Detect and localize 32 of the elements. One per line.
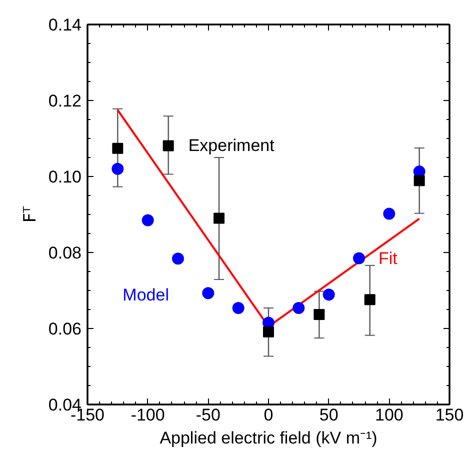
x-tick-label: 150: [435, 406, 464, 424]
series-label: Fit: [378, 249, 398, 268]
x-tick-label: 50: [319, 406, 338, 424]
y-tick-label: 0.14: [48, 16, 82, 34]
point: [383, 208, 396, 220]
point: [142, 214, 154, 226]
point: [414, 175, 425, 186]
x-tick-label: 100: [374, 406, 404, 424]
point: [232, 302, 244, 314]
y-axis-title: Fᵀ: [20, 206, 40, 223]
y-tick-label: 0.12: [48, 92, 82, 110]
x-tick-label: -100: [130, 406, 165, 424]
y-tick-label: 0.08: [48, 244, 82, 262]
y-tick-label: 0.06: [48, 320, 82, 338]
point: [322, 288, 335, 301]
point: [364, 294, 376, 306]
point: [263, 326, 274, 338]
series-label: Experiment: [188, 136, 275, 156]
point: [292, 302, 305, 314]
point: [172, 252, 184, 265]
y-tick-label: 0.10: [48, 168, 82, 186]
point: [112, 142, 124, 154]
point: [353, 252, 365, 264]
x-tick-label: -50: [196, 406, 220, 424]
point: [314, 308, 325, 320]
x-tick-label: 0: [264, 406, 274, 424]
x-axis-title: Applied electric field (kV m⁻¹): [160, 428, 378, 448]
point: [202, 287, 214, 300]
point: [112, 162, 124, 175]
point: [214, 212, 225, 224]
series-label: Model: [122, 286, 169, 305]
point: [162, 140, 174, 152]
